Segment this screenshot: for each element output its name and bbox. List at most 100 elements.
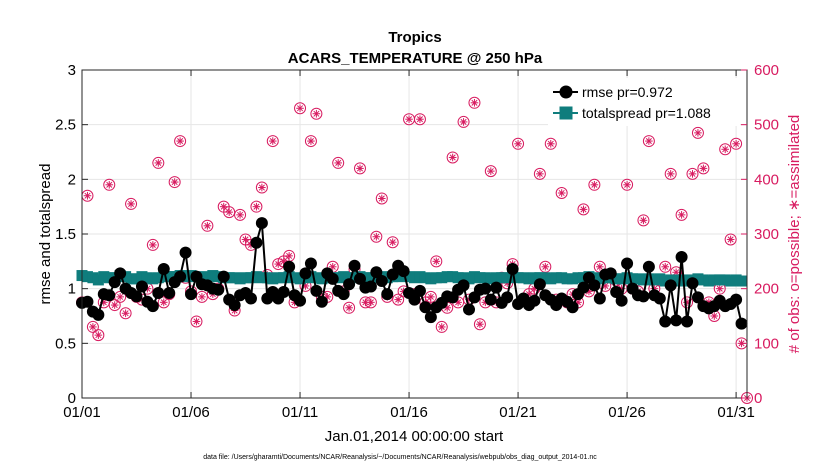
obs-assimilated-point (225, 208, 233, 216)
asterisk-stroke (733, 140, 740, 147)
obs-assimilated-point (416, 115, 424, 123)
asterisk-stroke (542, 263, 549, 270)
y-right-tick-label: 300 (754, 226, 779, 243)
asterisk-stroke (220, 203, 227, 210)
obs-assimilated-point (307, 137, 315, 145)
asterisk-stroke (226, 209, 233, 216)
rmse-point (593, 292, 606, 305)
obs-possible-point (386, 236, 399, 249)
obs-assimilated-point (203, 222, 212, 230)
asterisk-stroke (307, 138, 314, 145)
obs-assimilated-point (470, 99, 479, 107)
rmse-point (413, 284, 426, 297)
rmse-point (277, 285, 290, 298)
asterisk-stroke (444, 304, 451, 311)
legend: rmse pr=0.972 totalspread pr=1.088 (548, 78, 740, 126)
rmse-point (163, 287, 176, 300)
obs-assimilated-point (514, 140, 522, 148)
asterisk-stroke (302, 282, 309, 289)
asterisk-stroke (640, 217, 647, 224)
asterisk-stroke (275, 261, 282, 268)
rmse-point (604, 267, 617, 280)
obs-possible-point (621, 178, 634, 191)
asterisk-stroke (694, 129, 701, 136)
legend-box (548, 78, 740, 126)
rmse-point (146, 300, 159, 313)
obs-possible-point (152, 156, 165, 169)
rmse-point (294, 294, 307, 307)
obs-possible-point (375, 192, 388, 205)
asterisk-stroke (596, 263, 603, 270)
asterisk-stroke (296, 105, 304, 112)
x-tick-label: 01/16 (390, 404, 428, 421)
obs-assimilated-point (83, 191, 92, 200)
obs-possible-point (691, 126, 704, 139)
obs-assimilated-point (394, 295, 402, 304)
obs-assimilated-point (448, 153, 457, 162)
asterisk-stroke (373, 233, 380, 240)
obs-possible-point (664, 167, 677, 180)
rmse-point (228, 299, 241, 312)
x-tick-label: 01/31 (717, 404, 755, 421)
obs-possible-point (157, 296, 170, 309)
rmse-point (244, 292, 257, 305)
asterisk-stroke (624, 181, 631, 188)
rmse-point (185, 288, 198, 301)
rmse-point (670, 314, 683, 327)
obs-possible-point (304, 135, 317, 148)
obs-possible-point (353, 162, 366, 175)
asterisk-stroke (389, 239, 396, 246)
asterisk-stroke (558, 189, 565, 197)
y-right-tick-label: 200 (754, 281, 779, 298)
asterisk-stroke (602, 282, 609, 289)
rmse-point (81, 295, 94, 308)
asterisk-stroke (689, 170, 696, 177)
obs-assimilated-point (334, 159, 342, 167)
obs-assimilated-point (170, 178, 179, 186)
obs-assimilated-point (677, 211, 686, 219)
obs-assimilated-point (710, 312, 719, 320)
obs-assimilated-point (536, 170, 544, 178)
obs-possible-point (343, 301, 356, 314)
asterisk-stroke (122, 310, 129, 317)
rmse-point (419, 301, 432, 314)
asterisk-stroke (95, 332, 102, 339)
obs-assimilated-point (198, 293, 206, 301)
obs-assimilated-point (89, 323, 97, 331)
obs-assimilated-point (356, 164, 364, 173)
obs-possible-point (392, 293, 405, 306)
asterisk-stroke (547, 140, 554, 147)
obs-possible-point (659, 260, 672, 273)
rmse-point (463, 303, 476, 316)
obs-assimilated-point (557, 189, 566, 197)
obs-assimilated-point (639, 216, 648, 225)
obs-possible-point (310, 107, 323, 120)
y-tick-label: 2.5 (55, 117, 76, 134)
y-tick-label: 0.5 (55, 335, 76, 352)
asterisk-stroke (258, 184, 265, 191)
asterisk-stroke (700, 165, 707, 172)
rmse-point (250, 236, 263, 249)
y-tick-label: 2 (68, 171, 76, 188)
legend-spread-label: totalspread pr=1.088 (582, 105, 711, 121)
obs-assimilated-point (432, 257, 441, 266)
obs-possible-point (119, 307, 132, 320)
rmse-point (506, 262, 519, 275)
obs-possible-point (364, 296, 377, 309)
asterisk-stroke (313, 110, 320, 117)
obs-assimilated-point (388, 238, 397, 246)
obs-possible-point (190, 315, 203, 328)
obs-assimilated-point (121, 309, 130, 318)
rmse-point (397, 265, 410, 278)
rmse-point (310, 284, 323, 297)
rmse-point (299, 267, 312, 280)
footnote: data file: /Users/gharamti/Documents/NCA… (203, 454, 597, 461)
y-tick-label: 1.5 (55, 226, 76, 243)
obs-assimilated-point (405, 115, 413, 123)
obs-possible-point (697, 162, 710, 175)
obs-assimilated-point (732, 140, 740, 148)
asterisk-stroke (727, 236, 734, 243)
obs-assimilated-point (596, 263, 604, 271)
rmse-point (484, 293, 497, 306)
obs-possible-point (146, 238, 159, 251)
